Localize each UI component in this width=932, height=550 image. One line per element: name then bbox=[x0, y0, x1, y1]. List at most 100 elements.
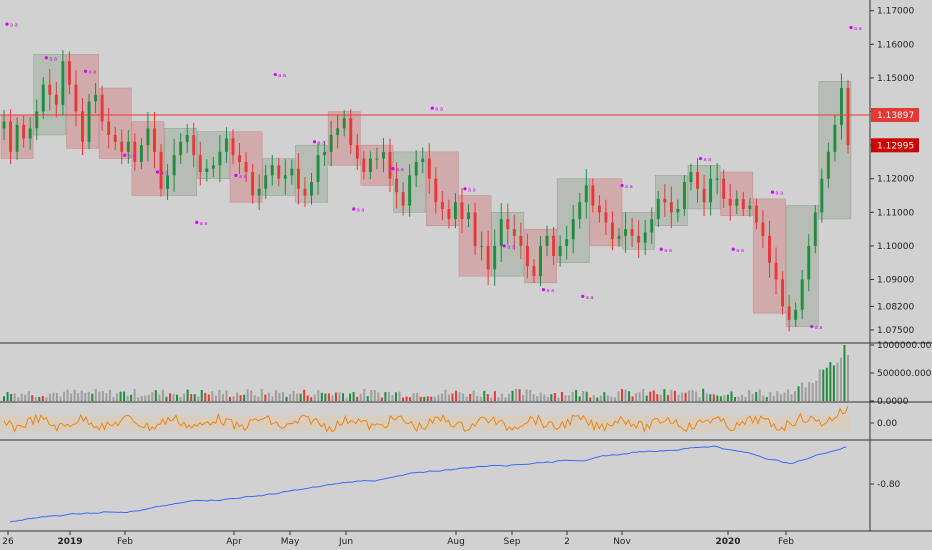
volume-bar bbox=[486, 394, 489, 401]
candle-body bbox=[826, 151, 830, 179]
candle-body bbox=[414, 161, 418, 176]
candle-body bbox=[453, 202, 457, 220]
volume-bar bbox=[250, 390, 253, 401]
volume-bar bbox=[186, 389, 189, 401]
volume-bar bbox=[550, 394, 553, 401]
volume-bar bbox=[168, 393, 171, 401]
price-tick-label: 1.12000 bbox=[877, 175, 914, 185]
volume-bar bbox=[769, 391, 772, 401]
volume-bar bbox=[500, 393, 503, 401]
volume-bar bbox=[6, 392, 9, 401]
volume-bar bbox=[232, 396, 235, 401]
volume-bar bbox=[465, 396, 468, 401]
volume-bar bbox=[589, 397, 592, 401]
volume-bar bbox=[546, 396, 549, 401]
volume-bar bbox=[702, 388, 705, 401]
candle-body bbox=[689, 172, 693, 183]
volume-bar bbox=[433, 396, 436, 401]
volume-bar bbox=[41, 395, 44, 401]
volume-bar bbox=[642, 388, 645, 401]
candle-body bbox=[663, 198, 667, 203]
volume-bar bbox=[469, 393, 472, 401]
volume-bar bbox=[476, 395, 479, 401]
volume-bar bbox=[483, 390, 486, 401]
volume-bar bbox=[426, 396, 429, 401]
volume-bar bbox=[218, 389, 221, 401]
candle-body bbox=[434, 178, 438, 203]
day-marker-label: a a bbox=[278, 73, 286, 79]
volume-bar bbox=[310, 397, 313, 401]
volume-bar bbox=[497, 397, 500, 401]
volume-bar bbox=[617, 391, 620, 401]
volume-bar bbox=[108, 389, 111, 401]
candle-body bbox=[591, 185, 595, 206]
volume-bar bbox=[479, 396, 482, 401]
volume-bar bbox=[437, 394, 440, 401]
volume-bar bbox=[356, 396, 359, 401]
price-tag-label: 1.13897 bbox=[877, 111, 914, 121]
volume-bar bbox=[133, 389, 136, 401]
volume-bar bbox=[818, 369, 821, 401]
volume-bar bbox=[815, 380, 818, 401]
volume-bar bbox=[98, 391, 101, 401]
day-marker-dot bbox=[581, 294, 585, 298]
volume-bar bbox=[140, 395, 143, 401]
volume-bar bbox=[790, 394, 793, 401]
price-tick-label: 1.07500 bbox=[877, 326, 914, 336]
volume-bar bbox=[80, 390, 83, 401]
candle-body bbox=[499, 219, 503, 246]
volume-bar bbox=[366, 396, 369, 401]
volume-bar bbox=[246, 389, 249, 401]
volume-bar bbox=[303, 389, 306, 401]
candle-body bbox=[761, 222, 765, 236]
volume-bar bbox=[719, 396, 722, 401]
volume-bar bbox=[751, 394, 754, 401]
volume-bar bbox=[271, 396, 274, 401]
volume-bar bbox=[628, 391, 631, 401]
volume-bar bbox=[783, 392, 786, 401]
day-marker-dot bbox=[195, 220, 199, 224]
volume-bar bbox=[207, 394, 210, 401]
volume-bar bbox=[575, 390, 578, 401]
candle-body bbox=[637, 235, 641, 243]
volume-bar bbox=[801, 382, 804, 401]
candle-body bbox=[153, 128, 156, 152]
volume-bar bbox=[582, 390, 585, 401]
candle-body bbox=[290, 168, 294, 176]
volume-bar bbox=[66, 389, 69, 401]
volume-bar bbox=[553, 392, 556, 401]
day-marker-dot bbox=[44, 56, 48, 60]
volume-bar bbox=[3, 396, 5, 401]
time-tick-label: May bbox=[281, 537, 300, 547]
day-marker-dot bbox=[391, 167, 395, 171]
volume-bar bbox=[144, 395, 147, 401]
candle-body bbox=[735, 198, 739, 206]
candle-body bbox=[427, 158, 431, 179]
volume-bar bbox=[154, 390, 157, 401]
candle-body bbox=[342, 118, 346, 129]
volume-bar bbox=[638, 392, 641, 401]
candle-body bbox=[728, 198, 732, 206]
volume-bar bbox=[808, 382, 811, 401]
candle-body bbox=[35, 111, 39, 129]
volume-bar bbox=[84, 392, 87, 401]
price-tick-label: 1.16000 bbox=[877, 40, 914, 50]
candle-body bbox=[408, 175, 412, 206]
volume-bar bbox=[151, 392, 154, 401]
volume-bar bbox=[836, 362, 839, 401]
volume-bar bbox=[843, 345, 846, 401]
volume-bar bbox=[387, 391, 390, 401]
day-marker-label: a a bbox=[10, 23, 18, 29]
volume-bar bbox=[349, 393, 352, 401]
volume-bar bbox=[656, 394, 659, 401]
volume-bar bbox=[289, 394, 292, 401]
volume-bar bbox=[599, 395, 602, 401]
volume-bar bbox=[652, 390, 655, 401]
volume-bar bbox=[748, 390, 751, 401]
candle-body bbox=[107, 121, 111, 136]
volume-bar bbox=[596, 397, 599, 401]
volume-bar bbox=[123, 391, 126, 401]
volume-bar bbox=[285, 396, 288, 401]
cumulative-line bbox=[9, 445, 847, 523]
volume-bar bbox=[243, 394, 246, 401]
